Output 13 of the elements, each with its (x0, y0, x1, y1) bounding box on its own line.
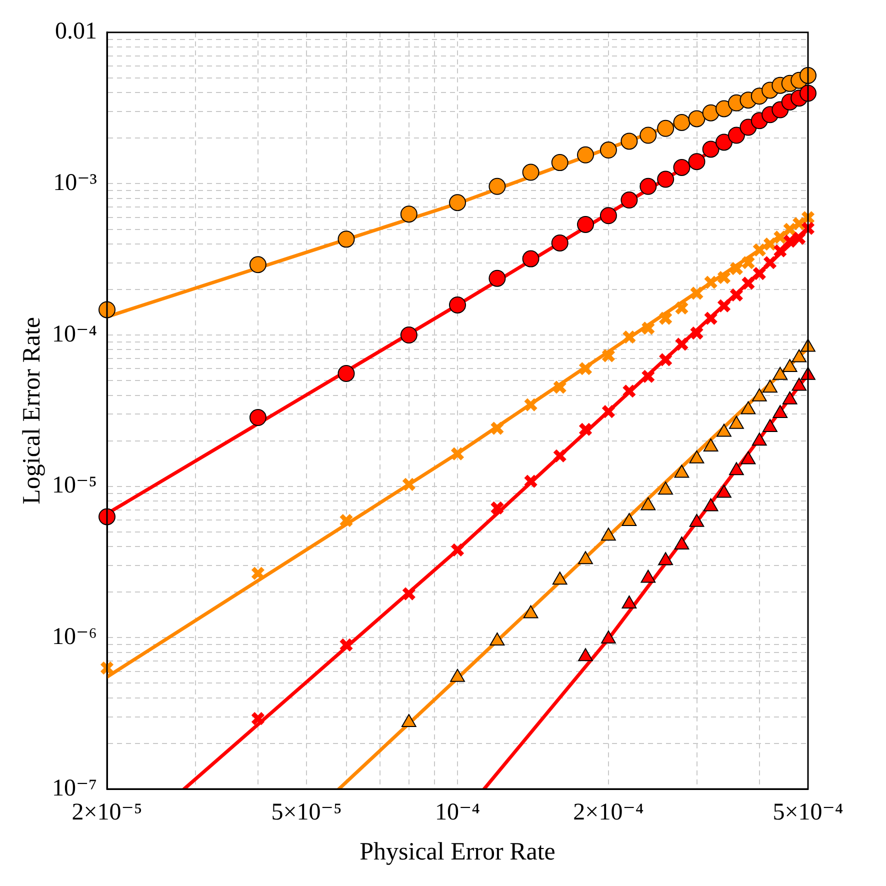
y-tick-label: 10⁻⁵ (52, 472, 97, 499)
y-tick-label: 0.01 (55, 18, 97, 45)
y-tick-label: 10⁻⁶ (52, 624, 97, 650)
x-axis-title: Physical Error Rate (360, 838, 556, 866)
x-tick-label: 10⁻⁴ (434, 800, 480, 826)
x-tick-label: 5×10⁻⁴ (772, 800, 844, 826)
y-axis-title: Logical Error Rate (18, 316, 46, 504)
x-tick-label: 5×10⁻⁵ (271, 800, 342, 826)
x-tick-label: 2×10⁻⁵ (72, 800, 142, 826)
y-tick-label: 10⁻³ (53, 170, 97, 196)
y-tick-label: 10⁻⁴ (52, 321, 97, 348)
x-tick-label: 2×10⁻⁴ (573, 800, 644, 826)
y-tick-label: 10⁻⁷ (52, 775, 97, 802)
